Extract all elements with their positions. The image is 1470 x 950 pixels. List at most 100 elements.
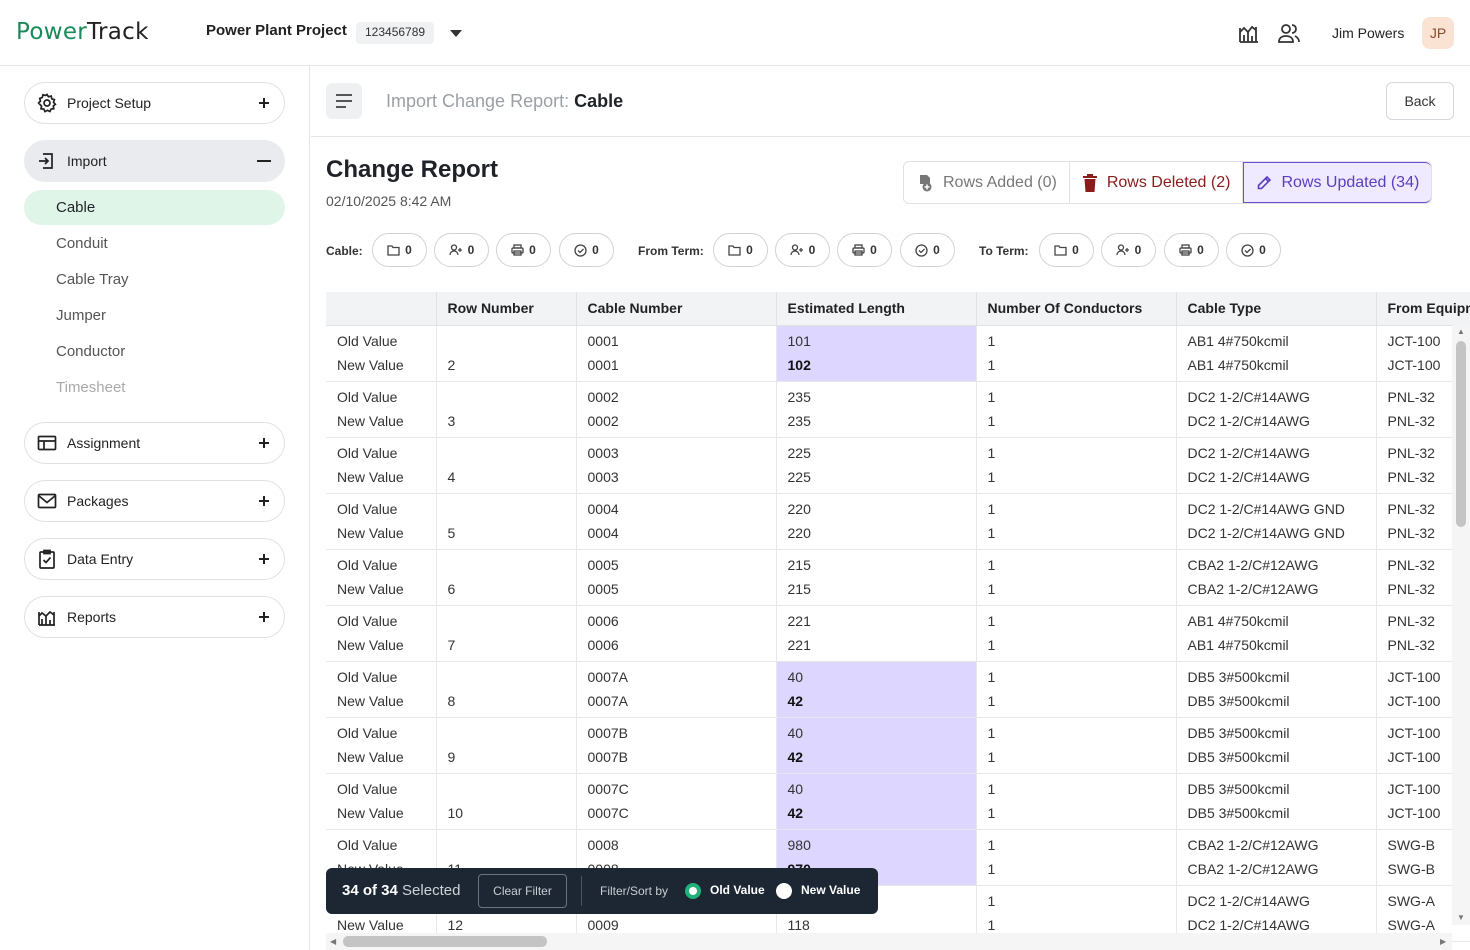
from-folder-chip[interactable]: 0 bbox=[713, 233, 768, 267]
sidebar-subitem-cable[interactable]: Cable bbox=[24, 190, 285, 225]
column-header[interactable] bbox=[326, 292, 437, 326]
sidebar-subitem-conduit[interactable]: Conduit bbox=[56, 235, 108, 252]
new-value-label: New Value bbox=[337, 692, 404, 709]
sidebar-item-project-setup[interactable]: Project Setup bbox=[24, 82, 285, 124]
cable-printer-chip[interactable]: 0 bbox=[496, 233, 551, 267]
scroll-down-icon[interactable]: ▼ bbox=[1457, 913, 1465, 922]
old-value-label: Old Value bbox=[337, 388, 398, 405]
sidebar-item-packages[interactable]: Packages bbox=[24, 480, 285, 522]
estimated-length-cell: 235 235 bbox=[776, 381, 977, 438]
table-row[interactable]: Old Value New Value 3 0002 0002 235 235 1 1 DC2 … bbox=[326, 381, 1470, 438]
estimated-length-cell: 101 102 bbox=[776, 325, 977, 382]
scroll-right-icon[interactable]: ▶ bbox=[1440, 937, 1447, 946]
app-logo[interactable]: PowerTrack bbox=[16, 19, 149, 45]
sidebar-item-reports[interactable]: Reports bbox=[24, 596, 285, 638]
column-header[interactable]: Number Of Conductors bbox=[976, 292, 1177, 326]
old-value: 0003 bbox=[587, 444, 619, 461]
plus-icon[interactable] bbox=[256, 609, 272, 625]
old-value: 225 bbox=[787, 444, 811, 461]
new-value-label: New Value bbox=[337, 916, 404, 933]
user-name[interactable]: Jim Powers bbox=[1332, 25, 1405, 41]
from-printer-chip[interactable]: 0 bbox=[837, 233, 892, 267]
sidebar-subitem-timesheet[interactable]: Timesheet bbox=[56, 379, 126, 396]
column-header[interactable]: Estimated Length bbox=[776, 292, 977, 326]
tab-rows-updated[interactable]: Rows Updated (34) bbox=[1243, 162, 1432, 203]
users-icon[interactable] bbox=[1278, 22, 1300, 44]
estimated-length-cell: 225 225 bbox=[776, 437, 977, 494]
to-printer-chip[interactable]: 0 bbox=[1164, 233, 1219, 267]
old-value: 40 bbox=[787, 724, 804, 741]
cable-check-chip[interactable]: 0 bbox=[559, 233, 614, 267]
new-value: 42 bbox=[787, 804, 804, 821]
horizontal-scrollbar[interactable]: ◀ ▶ bbox=[326, 933, 1452, 950]
scroll-up-icon[interactable]: ▲ bbox=[1457, 327, 1465, 336]
cable-type-cell: DB5 3#500kcmil DB5 3#500kcmil bbox=[1176, 717, 1377, 774]
cable-user-add-chip[interactable]: 0 bbox=[434, 233, 489, 267]
table-row[interactable]: Old Value New Value 7 0006 0006 221 221 1 1 AB1 … bbox=[326, 605, 1470, 662]
old-value-radio-label[interactable]: Old Value bbox=[710, 883, 765, 897]
tab-rows-added[interactable]: Rows Added (0) bbox=[904, 162, 1070, 203]
table-row[interactable]: Old Value New Value 10 0007C 0007C 40 42 1 1 DB5… bbox=[326, 773, 1470, 830]
sidebar-subitem-cable-tray[interactable]: Cable Tray bbox=[56, 271, 129, 288]
filter-label-to-term: To Term: bbox=[979, 244, 1029, 258]
analytics-icon[interactable] bbox=[1238, 22, 1260, 44]
report-date: 02/10/2025 8:42 AM bbox=[326, 193, 452, 209]
vertical-scroll-thumb[interactable] bbox=[1456, 341, 1466, 527]
table-row[interactable]: Old Value New Value 4 0003 0003 225 225 1 1 DC2 … bbox=[326, 437, 1470, 494]
back-button[interactable]: Back bbox=[1386, 82, 1454, 120]
to-folder-chip[interactable]: 0 bbox=[1039, 233, 1094, 267]
minus-icon[interactable] bbox=[256, 153, 272, 169]
to-user-add-chip[interactable]: 0 bbox=[1101, 233, 1156, 267]
new-value: PNL-32 bbox=[1387, 636, 1435, 653]
sidebar-item-import[interactable]: Import bbox=[24, 140, 285, 182]
menu-toggle-button[interactable] bbox=[326, 83, 362, 119]
sidebar-item-assignment[interactable]: Assignment bbox=[24, 422, 285, 464]
project-dropdown-chevron-down-icon[interactable] bbox=[450, 30, 462, 37]
scroll-left-icon[interactable]: ◀ bbox=[330, 937, 337, 946]
column-header[interactable]: From Equipm bbox=[1376, 292, 1470, 326]
check-circle-icon bbox=[915, 243, 928, 257]
sidebar: Project Setup Import Cable Conduit Cable… bbox=[0, 66, 310, 950]
old-value: SWG-A bbox=[1387, 892, 1435, 909]
old-value: AB1 4#750kcmil bbox=[1187, 332, 1289, 349]
old-value-radio[interactable] bbox=[685, 883, 701, 899]
table-row[interactable]: Old Value New Value 8 0007A 0007A 40 42 1 1 DB5 … bbox=[326, 661, 1470, 718]
clear-filter-button[interactable]: Clear Filter bbox=[478, 874, 567, 908]
tab-rows-deleted[interactable]: Rows Deleted (2) bbox=[1070, 162, 1244, 203]
to-check-chip[interactable]: 0 bbox=[1226, 233, 1281, 267]
old-value: JCT-100 bbox=[1387, 780, 1441, 797]
menu-icon bbox=[336, 94, 352, 108]
new-value: 0004 bbox=[587, 524, 619, 541]
plus-icon[interactable] bbox=[256, 493, 272, 509]
avatar[interactable]: JP bbox=[1422, 17, 1454, 49]
new-value: DC2 1-2/C#14AWG bbox=[1187, 412, 1310, 429]
cable-type-cell: CBA2 1-2/C#12AWG CBA2 1-2/C#12AWG bbox=[1176, 829, 1377, 886]
plus-icon[interactable] bbox=[256, 551, 272, 567]
new-value-radio[interactable] bbox=[776, 883, 792, 899]
column-header[interactable]: Row Number bbox=[436, 292, 577, 326]
vertical-scrollbar[interactable]: ▲ ▼ bbox=[1452, 325, 1470, 925]
change-report-table: Row Number Cable Number Estimated Length… bbox=[326, 292, 1470, 950]
column-header[interactable]: Cable Type bbox=[1176, 292, 1377, 326]
sidebar-subitem-jumper[interactable]: Jumper bbox=[56, 307, 107, 324]
column-header[interactable]: Cable Number bbox=[576, 292, 777, 326]
horizontal-scroll-thumb[interactable] bbox=[343, 936, 547, 947]
old-row-number bbox=[448, 609, 576, 633]
table-row[interactable]: Old Value New Value 5 0004 0004 220 220 1 1 DC2 … bbox=[326, 493, 1470, 550]
old-value: DC2 1-2/C#14AWG GND bbox=[1187, 500, 1345, 517]
table-row[interactable]: Old Value New Value 9 0007B 0007B 40 42 1 1 DB5 … bbox=[326, 717, 1470, 774]
cable-folder-chip[interactable]: 0 bbox=[372, 233, 427, 267]
row-number-cell: 4 bbox=[436, 437, 577, 494]
value-type-cell: Old Value New Value bbox=[326, 325, 437, 382]
table-row[interactable]: Old Value New Value 2 0001 0001 101 102 1 1 AB1 … bbox=[326, 325, 1470, 382]
from-check-chip[interactable]: 0 bbox=[900, 233, 955, 267]
row-number: 8 bbox=[447, 692, 456, 709]
table-row[interactable]: Old Value New Value 6 0005 0005 215 215 1 1 CBA2… bbox=[326, 549, 1470, 606]
sidebar-subitem-conductor[interactable]: Conductor bbox=[56, 343, 126, 360]
sidebar-item-data-entry[interactable]: Data Entry bbox=[24, 538, 285, 580]
plus-icon[interactable] bbox=[256, 95, 272, 111]
from-user-add-chip[interactable]: 0 bbox=[775, 233, 830, 267]
cable-type-cell: DB5 3#500kcmil DB5 3#500kcmil bbox=[1176, 661, 1377, 718]
new-value-radio-label[interactable]: New Value bbox=[801, 883, 861, 897]
plus-icon[interactable] bbox=[256, 435, 272, 451]
